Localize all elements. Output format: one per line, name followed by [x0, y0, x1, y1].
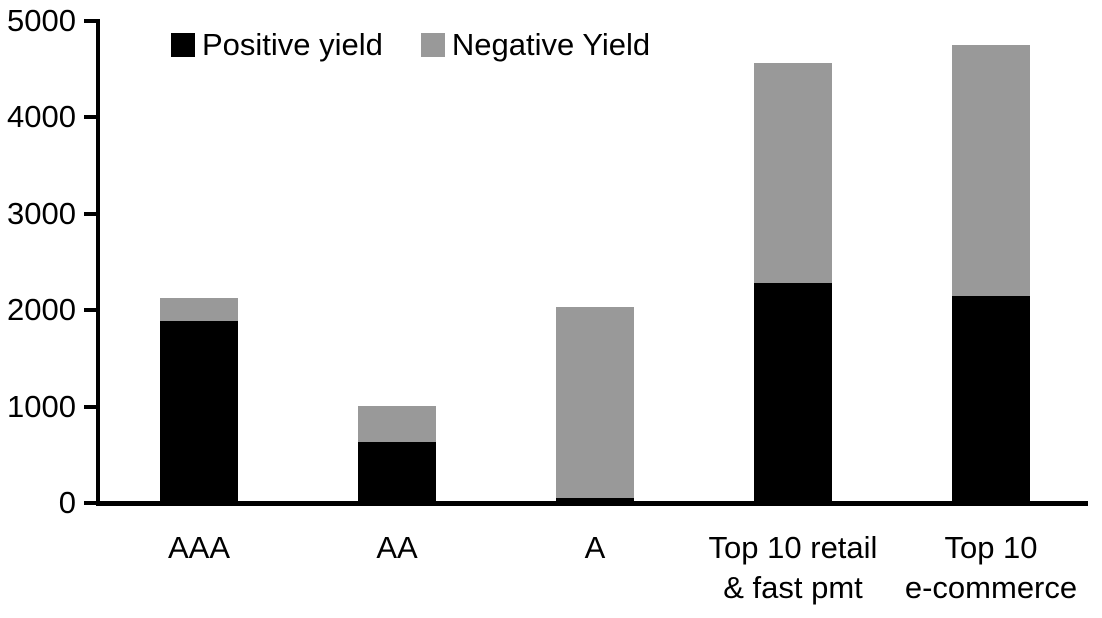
legend-label-positive-yield: Positive yield — [202, 27, 383, 62]
legend-label-negative-yield: Negative Yield — [451, 27, 651, 62]
bar-segment-positive-yield — [160, 321, 238, 503]
legend-swatch-positive-yield — [171, 33, 195, 57]
bar-segment-negative-yield — [556, 307, 634, 498]
x-category-label-line: e-commerce — [904, 570, 1078, 605]
bar-segment-positive-yield — [754, 283, 832, 503]
x-category-label-line: Top 10 — [944, 530, 1038, 565]
bar-segment-negative-yield — [358, 406, 436, 442]
y-axis-line — [96, 19, 100, 505]
x-axis-line — [96, 501, 1088, 506]
x-category-label: AA — [376, 528, 417, 568]
legend-item-positive-yield: Positive yield — [171, 29, 383, 61]
bar-segment-negative-yield — [160, 298, 238, 321]
x-category-label: A — [585, 528, 606, 568]
y-tick-label: 4000 — [7, 99, 76, 135]
y-tick-mark — [84, 211, 96, 216]
x-category-label-line: Top 10 retail — [708, 530, 878, 565]
x-category-label: Top 10 e-commerce — [905, 528, 1077, 608]
y-tick-label: 1000 — [7, 388, 76, 424]
y-tick-label: 0 — [58, 485, 76, 520]
x-category-label-line: AAA — [167, 530, 231, 565]
bar-segment-negative-yield — [754, 63, 832, 283]
x-category-label: Top 10 retail & fast pmt — [709, 528, 878, 608]
bar-segment-negative-yield — [952, 45, 1030, 296]
legend-swatch-negative-yield — [420, 33, 445, 57]
y-tick-label: 5000 — [7, 3, 76, 38]
x-category-label-line: & fast pmt — [723, 570, 863, 605]
chart-legend: Positive yield Negative Yield — [171, 29, 650, 61]
y-tick-mark — [84, 501, 96, 505]
y-tick-mark — [84, 19, 96, 23]
x-category-label-line: AA — [376, 530, 418, 565]
bar-segment-positive-yield — [358, 442, 436, 503]
x-category-label: AAA — [168, 528, 230, 568]
x-category-label-line: A — [584, 530, 606, 565]
y-tick-mark — [84, 404, 96, 409]
bar-segment-positive-yield — [952, 296, 1030, 503]
y-tick-label: 2000 — [7, 292, 76, 328]
y-tick-mark — [84, 308, 96, 313]
bar-segment-positive-yield — [556, 498, 634, 503]
y-tick-label: 3000 — [7, 195, 76, 231]
legend-item-negative-yield: Negative Yield — [420, 27, 651, 62]
y-tick-mark — [84, 115, 96, 120]
